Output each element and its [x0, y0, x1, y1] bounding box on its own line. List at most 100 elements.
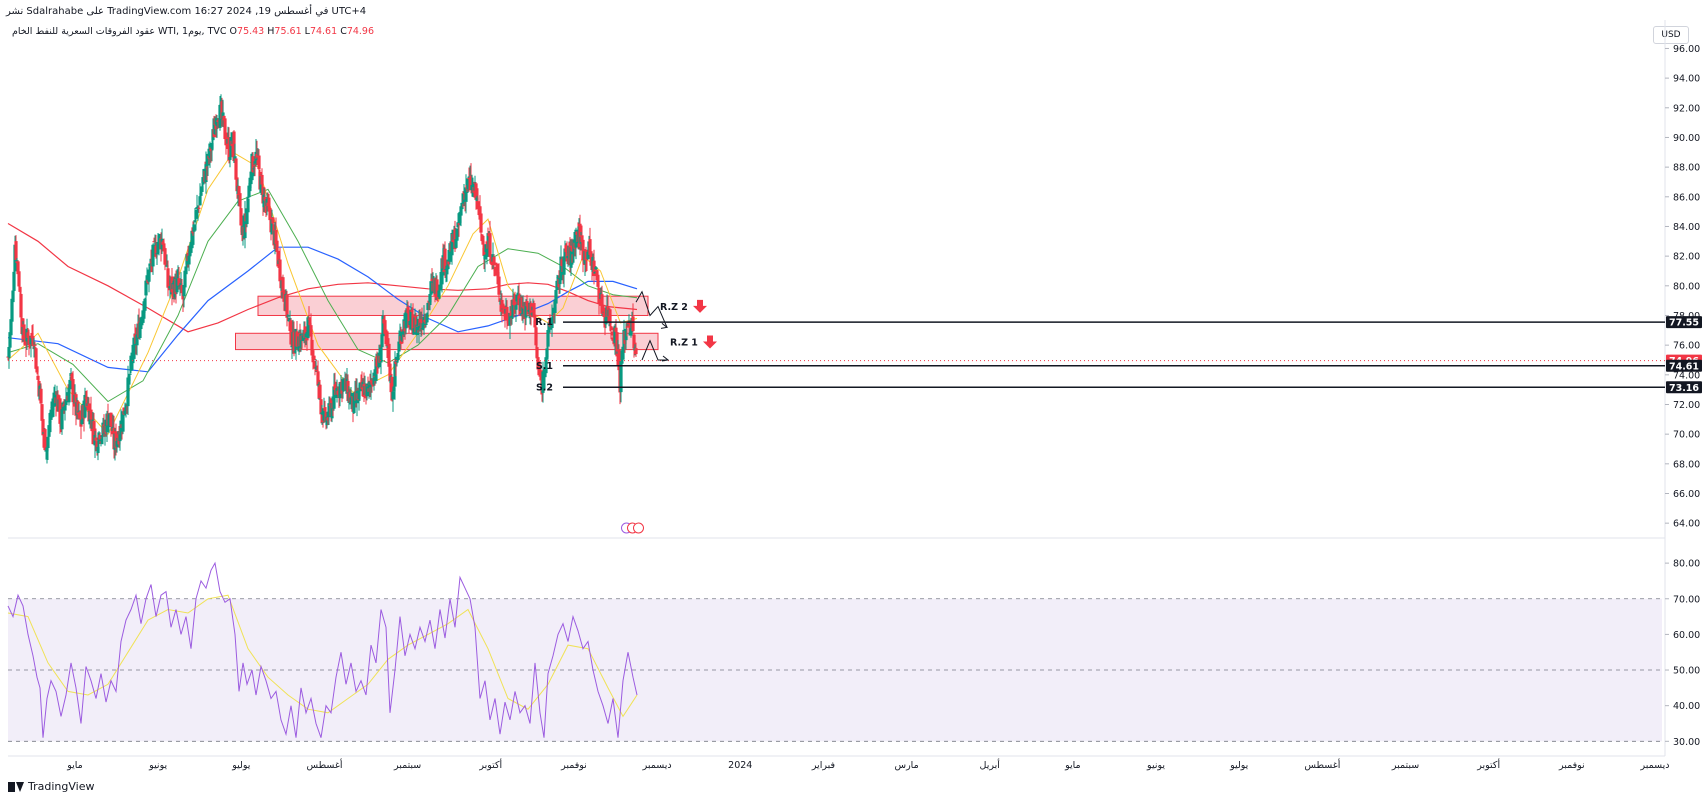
candle-body [594, 267, 598, 270]
open-value: 75.43 [237, 26, 265, 37]
rsi-tick-label: 30.00 [1673, 737, 1700, 748]
candle-body [45, 447, 49, 452]
candle-body [393, 361, 397, 387]
candle-body [330, 403, 334, 419]
candle-body [138, 322, 142, 339]
candle-body [161, 241, 165, 245]
candle-body [238, 193, 242, 207]
candle-body [610, 333, 614, 335]
candle-body [563, 248, 567, 258]
candle-body [312, 355, 316, 361]
sma-slow-line [7, 246, 638, 373]
candle-body [565, 252, 569, 258]
candle-body [80, 419, 84, 424]
candle-body [301, 335, 305, 341]
low-label: L [304, 26, 310, 37]
candle-body [495, 270, 499, 274]
candle-body [184, 266, 188, 275]
candle-body [142, 310, 146, 313]
candle-body [400, 331, 404, 341]
candle-body [514, 305, 518, 310]
candle-body [365, 384, 369, 397]
candle-body [210, 143, 214, 149]
candle-body [316, 371, 320, 386]
candle-body [387, 343, 391, 367]
candle-body [470, 185, 474, 191]
candle-body [383, 320, 387, 334]
candle-body [538, 371, 542, 374]
candle-body [41, 419, 45, 436]
candle-body [257, 155, 261, 170]
candle-body [536, 357, 540, 370]
time-axis-label: ديسمبر [1640, 760, 1670, 771]
price-tick-label: 94.00 [1673, 74, 1700, 85]
candle-body [450, 232, 454, 256]
candle-body [502, 305, 506, 314]
candle-body [454, 239, 458, 248]
candle-body [562, 256, 566, 275]
down-arrow-icon [703, 335, 717, 349]
candle-body [175, 278, 179, 293]
candle-body [517, 295, 521, 306]
price-tick-label: 70.00 [1673, 430, 1700, 441]
candle-body [288, 318, 292, 322]
candle-body [625, 326, 629, 328]
candle-body [20, 318, 24, 335]
candle-body [132, 337, 136, 359]
candle-body [429, 281, 433, 295]
candle-body [285, 294, 289, 318]
currency-button[interactable]: USD [1653, 26, 1689, 44]
candle-body [614, 327, 618, 332]
footer-brand: TradingView [28, 780, 95, 793]
candle-body [99, 439, 103, 441]
time-axis-label: نوفمبر [560, 760, 587, 771]
candle-body [481, 240, 485, 245]
candle-body [78, 411, 82, 419]
candle-body [483, 254, 487, 260]
projection-path [641, 339, 668, 361]
rsi-line [7, 561, 638, 738]
candle-body [154, 245, 158, 257]
candle-body [7, 346, 11, 358]
candle-body [411, 314, 415, 335]
candle-body [349, 397, 353, 405]
candle-body [375, 356, 379, 367]
candle-body [193, 220, 197, 222]
candle-body [30, 332, 34, 339]
candle-body [327, 403, 331, 418]
candle-body [276, 250, 280, 267]
candle-body [455, 228, 459, 241]
candle-body [593, 272, 597, 274]
candle-body [220, 101, 224, 119]
candle-body [148, 263, 152, 267]
candle-body [179, 283, 183, 287]
candle-body [435, 279, 439, 298]
candle-body [592, 260, 596, 277]
candle-body [459, 206, 463, 216]
candle-body [617, 349, 621, 371]
candle-body [234, 158, 238, 180]
open-label: O [229, 26, 238, 37]
candle-body [306, 317, 310, 339]
candle-body [409, 311, 413, 319]
rsi-ma-line [7, 594, 638, 718]
symbol-name: عقود الفروقات السعرية للنفط الخام WTI, 1… [12, 26, 227, 37]
candle-body [15, 260, 19, 262]
high-value: 75.61 [274, 26, 302, 37]
candle-body [510, 315, 514, 318]
price-tick-label: 66.00 [1673, 489, 1700, 500]
candle-body [64, 399, 68, 406]
candle-body [262, 194, 266, 208]
candle-body [235, 177, 239, 192]
candle-body [494, 267, 498, 272]
candle-body [263, 196, 267, 201]
candle-body [346, 380, 350, 402]
candle-body [18, 286, 22, 292]
candle-body [114, 431, 118, 448]
candle-body [265, 199, 269, 206]
candle-body [544, 357, 548, 374]
candle-body [275, 240, 279, 252]
price-tick-label: 90.00 [1673, 133, 1700, 144]
candle-body [478, 206, 482, 217]
